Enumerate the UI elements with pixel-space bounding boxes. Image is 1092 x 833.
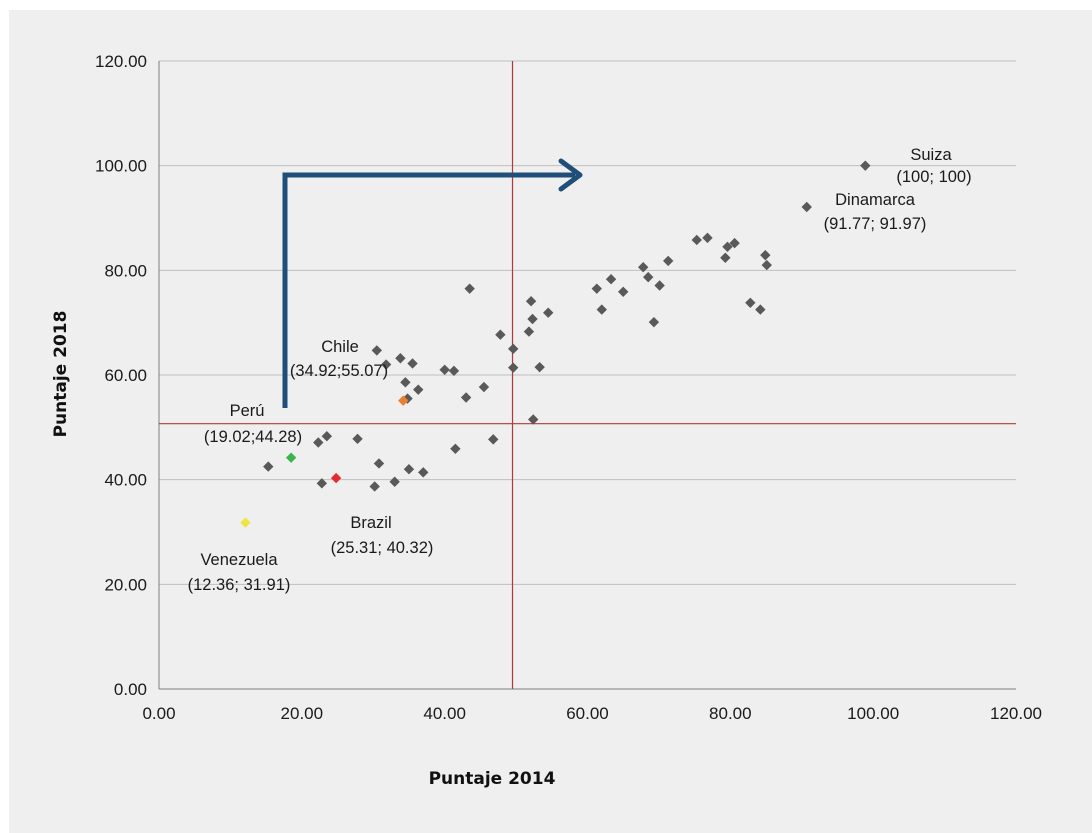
- data-point-peru: [285, 452, 297, 463]
- arrow-head: [558, 158, 583, 192]
- data-point-46: [729, 237, 740, 249]
- data-point-32: [543, 307, 554, 318]
- point-value-venezuela: (12.36; 31.91): [188, 576, 291, 594]
- y-tick-label-5: 100.00: [95, 157, 147, 176]
- data-point-37: [638, 261, 649, 273]
- data-point-41: [663, 255, 674, 267]
- data-point-9: [389, 476, 400, 487]
- data-point-11: [400, 377, 411, 388]
- gridlines: [159, 60, 1016, 585]
- data-point-35: [605, 274, 617, 285]
- data-point-5: [369, 481, 380, 492]
- x-tick-label-4: 80.00: [709, 704, 752, 723]
- scatter-chart: 0.00 20.00 40.00 60.00 80.00 100.00 120.00 0.00…: [51, 52, 1042, 789]
- data-point-13: [403, 464, 415, 475]
- y-tick-label-3: 60.00: [104, 366, 147, 385]
- x-axis-title: Puntaje 2014: [429, 769, 556, 789]
- data-point-24: [495, 329, 506, 340]
- x-tick-label-3: 60.00: [566, 704, 609, 723]
- data-point-8: [380, 359, 392, 370]
- point-name-peru: Perú: [230, 402, 265, 420]
- data-point-31: [534, 361, 545, 373]
- data-point-brazil: [330, 472, 342, 484]
- point-value-brazil: (25.31; 40.32): [331, 539, 434, 557]
- trend-arrow: [282, 158, 583, 408]
- data-point-36: [618, 286, 629, 297]
- point-annotations: Suiza (100; 100) Dinamarca (91.77; 91.97) Ch…: [188, 146, 972, 594]
- data-point-45: [722, 241, 733, 252]
- point-value-peru: (19.02;44.28): [204, 428, 302, 446]
- data-point-suiza: [860, 160, 871, 171]
- data-point-7: [373, 458, 385, 469]
- data-point-22: [478, 381, 490, 393]
- point-name-brazil: Brazil: [350, 514, 391, 532]
- y-tick-label-6: 120.00: [95, 52, 147, 71]
- data-point-47: [745, 297, 756, 308]
- point-name-venezuela: Venezuela: [200, 551, 278, 569]
- reference-lines: [159, 61, 1016, 689]
- x-tick-label-6: 120.00: [990, 704, 1042, 723]
- point-value-chile: (34.92;55.07): [290, 362, 388, 380]
- point-value-dinamarca: (91.77; 91.97): [824, 215, 927, 233]
- data-point-0: [263, 461, 274, 472]
- x-tick-label-5: 100.00: [847, 704, 899, 723]
- data-point-38: [643, 271, 654, 283]
- axes: 0.00 20.00 40.00 60.00 80.00 100.00 120.00 0.00…: [95, 52, 1042, 723]
- data-point-2: [316, 478, 328, 489]
- chart-panel: 0.00 20.00 40.00 60.00 80.00 100.00 120.00 0.00…: [9, 10, 1092, 833]
- data-point-6: [371, 345, 383, 356]
- data-point-16: [418, 467, 429, 478]
- data-point-21: [464, 283, 475, 294]
- data-point-26: [508, 343, 519, 355]
- y-axis-title: Puntaje 2018: [51, 311, 71, 438]
- data-point-18: [448, 365, 460, 377]
- data-point-40: [654, 280, 665, 291]
- data-point-27: [523, 326, 535, 337]
- arrow-path: [282, 172, 575, 408]
- data-point-19: [450, 443, 461, 454]
- y-tick-label-1: 20.00: [104, 575, 147, 594]
- point-name-suiza: Suiza: [910, 146, 952, 164]
- y-tick-label-4: 80.00: [104, 261, 147, 280]
- data-point-10: [395, 353, 406, 364]
- data-point-venezuela: [240, 517, 251, 528]
- x-tick-label-1: 20.00: [281, 704, 324, 723]
- x-tick-label-2: 40.00: [423, 704, 466, 723]
- y-tick-label-0: 0.00: [114, 680, 147, 699]
- data-point-44: [720, 252, 731, 263]
- x-tick-label-0: 0.00: [142, 704, 175, 723]
- data-point-34: [596, 304, 607, 315]
- data-point-3: [321, 431, 333, 442]
- data-point-49: [760, 249, 771, 261]
- data-point-33: [591, 283, 602, 294]
- data-point-4: [352, 433, 363, 445]
- data-point-39: [648, 316, 660, 328]
- data-point-20: [460, 392, 472, 403]
- data-point-28: [525, 296, 537, 307]
- y-tick-label-2: 40.00: [104, 471, 147, 490]
- point-value-suiza: (100; 100): [896, 168, 971, 186]
- data-point-chile: [398, 395, 409, 406]
- data-point-1: [313, 437, 324, 448]
- data-point-30: [528, 414, 539, 425]
- data-point-14: [407, 358, 418, 369]
- data-points: [240, 160, 871, 528]
- point-name-chile: Chile: [321, 338, 359, 356]
- data-point-43: [702, 232, 713, 244]
- data-point-48: [755, 304, 766, 315]
- data-point-17: [439, 364, 450, 375]
- data-point-42: [691, 234, 702, 246]
- data-point-15: [413, 384, 424, 395]
- data-point-23: [488, 434, 499, 445]
- point-name-dinamarca: Dinamarca: [835, 191, 916, 209]
- data-point-29: [527, 313, 538, 325]
- data-point-25: [508, 362, 519, 373]
- data-point-dinamarca: [801, 201, 812, 213]
- data-point-50: [761, 259, 772, 271]
